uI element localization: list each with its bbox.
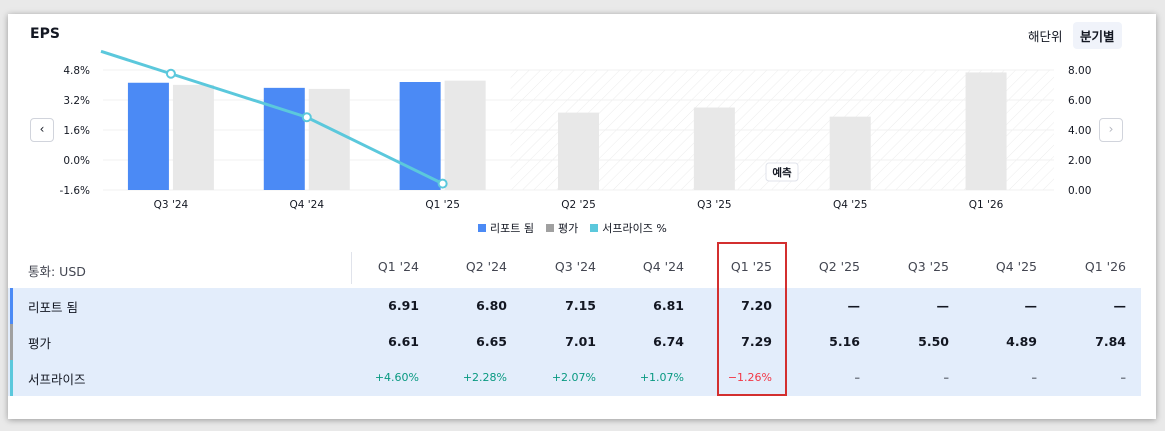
column-header: Q1 '24 [377, 259, 419, 274]
column-header: Q1 '26 [1084, 259, 1126, 274]
table-cell: 6.81 [653, 298, 684, 313]
table-cell: – [1120, 371, 1127, 384]
legend-swatch-estimate [545, 224, 554, 232]
table-cell: — [936, 298, 950, 313]
column-header: Q3 '25 [907, 259, 949, 274]
row-color-indicator [10, 324, 13, 360]
table-cell: 6.80 [476, 298, 507, 313]
row-color-indicator [10, 360, 13, 396]
table-cell: −1.26% [727, 371, 772, 384]
y-right-tick-label: 0.00 [1068, 185, 1091, 197]
table-row: 서프라이즈 +4.60% +2.28% +2.07% +1.07% −1.26% – – – – [8, 360, 1141, 396]
forecast-badge [765, 162, 799, 182]
legend-surprise[interactable]: 서프라이즈 % [590, 220, 667, 236]
table-cell: 7.20 [741, 298, 772, 313]
highlight-box [717, 242, 787, 396]
y-right-tick-label: 6.00 [1068, 95, 1091, 107]
eps-chart: 4.8% 8.00 3.2% 6.00 1.6% 4.00 0.0% 2.00 -1.6% 0.0… [60, 49, 1091, 211]
table-cell: +2.28% [462, 371, 507, 384]
y-right-tick-label: 2.00 [1068, 155, 1091, 167]
legend-label: 평가 [557, 222, 579, 235]
table-cell: 5.16 [829, 334, 860, 349]
chevron-right-icon[interactable]: › [1099, 118, 1123, 142]
table-cell: 5.50 [918, 334, 949, 349]
table-cell: – [854, 371, 861, 384]
x-tick-label: Q3 '25 [697, 199, 732, 211]
y-left-tick-label: 1.6% [63, 125, 90, 137]
currency-label: 통화: USD [28, 264, 86, 279]
legend-label: 서프라이즈 % [602, 222, 667, 235]
bar-reported [263, 87, 305, 190]
bar-estimate [172, 84, 214, 190]
column-header: Q3 '24 [554, 259, 596, 274]
column-header: Q4 '24 [642, 259, 684, 274]
surprise-point [165, 68, 176, 79]
surprise-line [100, 49, 444, 185]
legend-estimate[interactable]: 평가 [545, 220, 579, 236]
x-tick-label: Q2 '25 [561, 199, 596, 211]
y-left-tick-label: 0.0% [63, 155, 90, 167]
bar-estimate [308, 88, 350, 190]
table-cell: +1.07% [639, 371, 684, 384]
surprise-point [301, 112, 312, 123]
header-divider [351, 252, 352, 284]
quarterly-toggle[interactable]: 분기별 [1073, 22, 1122, 49]
bar-estimate [444, 80, 486, 190]
column-header: Q2 '25 [818, 259, 860, 274]
table-cell: +2.07% [551, 371, 596, 384]
table-cell: 6.61 [388, 334, 419, 349]
legend-reported[interactable]: 리포트 됨 [478, 220, 534, 236]
table-header: 통화: USD Q1 '24 Q2 '24 Q3 '24 Q4 '24 Q1 '25 Q2… [8, 250, 1156, 286]
x-tick-label: Q1 '25 [425, 199, 460, 211]
table-cell: 6.91 [388, 298, 419, 313]
column-header: Q4 '25 [995, 259, 1037, 274]
table-cell: – [943, 371, 950, 384]
table-cell: 6.74 [653, 334, 684, 349]
chart-legend: 리포트 됨 평가 서프라이즈 % [478, 220, 667, 236]
bar-estimate [965, 72, 1007, 190]
forecast-label: 예측 [772, 166, 792, 179]
legend-label: 리포트 됨 [490, 222, 534, 235]
column-header: Q2 '24 [465, 259, 507, 274]
x-tick-label: Q4 '24 [290, 199, 325, 211]
surprise-point [437, 178, 448, 189]
y-left-tick-label: 4.8% [63, 65, 90, 77]
y-right-tick-label: 8.00 [1068, 65, 1091, 77]
table-cell: 6.65 [476, 334, 507, 349]
legend-swatch-surprise [590, 224, 599, 232]
table-cell: 7.84 [1095, 334, 1126, 349]
table-cell: — [1113, 298, 1127, 313]
row-label: 리포트 됨 [28, 300, 78, 315]
eps-card: EPS 해단위 분기별 4.8% 8.00 3.2% 6.00 1.6% 4.00 0.0%… [8, 14, 1156, 419]
x-tick-label: Q4 '25 [833, 199, 868, 211]
x-tick-label: Q3 '24 [154, 199, 189, 211]
bar-reported [127, 82, 169, 190]
chevron-left-icon[interactable]: ‹ [30, 118, 54, 142]
annual-toggle[interactable]: 해단위 [1028, 29, 1063, 44]
table-row: 평가 6.61 6.65 7.01 6.74 7.29 5.16 5.50 4.89 7.84 [8, 324, 1141, 360]
table-cell: +4.60% [374, 371, 419, 384]
y-right-tick-label: 4.00 [1068, 125, 1091, 137]
table-cell: — [847, 298, 861, 313]
bar-estimate [558, 112, 599, 190]
table-row: 리포트 됨 6.91 6.80 7.15 6.81 7.20 — — — — [8, 288, 1141, 324]
row-color-indicator [10, 288, 13, 324]
legend-swatch-reported [478, 224, 486, 232]
row-label: 서프라이즈 [28, 372, 86, 387]
bar-estimate [693, 107, 735, 190]
column-header: Q1 '25 [730, 259, 772, 274]
y-left-tick-label: 3.2% [63, 95, 90, 107]
table-cell: 7.15 [565, 298, 596, 313]
table-cell: 7.01 [565, 334, 596, 349]
card-title: EPS [30, 26, 60, 42]
row-label: 평가 [28, 336, 52, 351]
table-cell: 4.89 [1006, 334, 1037, 349]
table-cell: – [1031, 371, 1038, 384]
x-tick-label: Q1 '26 [969, 199, 1004, 211]
table-cell: — [1024, 298, 1038, 313]
table-cell: 7.29 [741, 334, 772, 349]
bar-estimate [829, 116, 871, 190]
y-left-tick-label: -1.6% [60, 185, 90, 197]
